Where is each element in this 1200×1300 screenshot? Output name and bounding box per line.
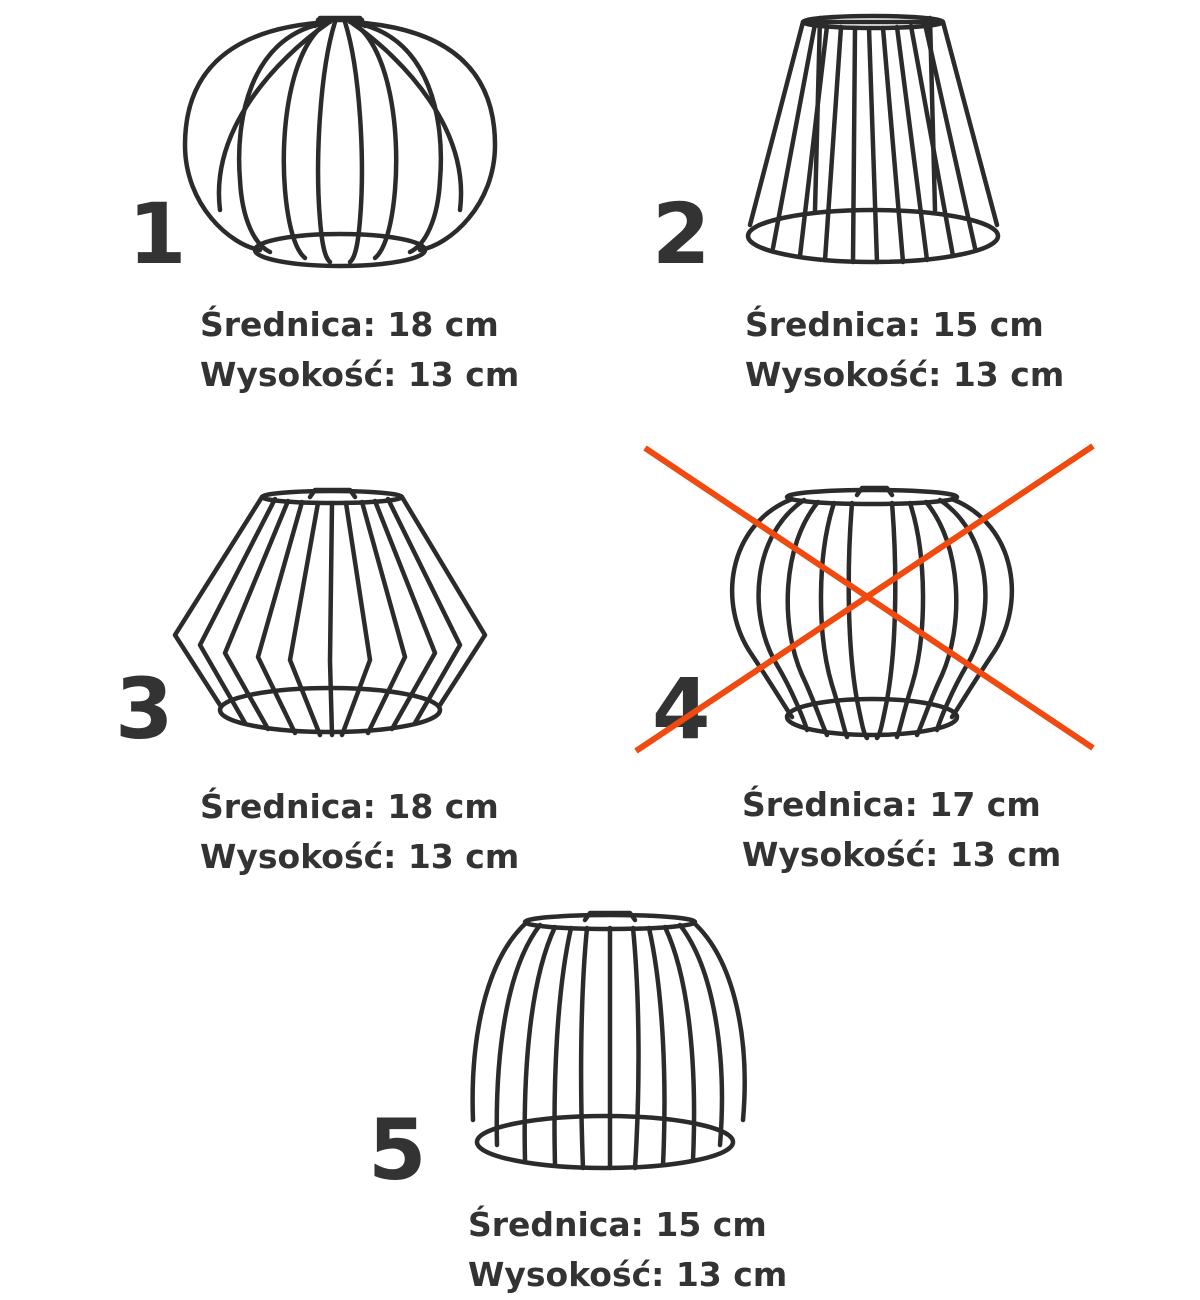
cross-out-mark [634,443,1095,754]
diameter-label: Średnica: 17 cm [742,785,1041,824]
product-number: 2 [652,185,711,283]
diameter-label: Średnica: 15 cm [745,305,1044,344]
height-label: Wysokość: 13 cm [200,355,520,394]
product-specs: Średnica: 18 cm Wysokość: 13 cm [200,300,519,400]
dome-cage-image [470,910,747,1171]
diamond-cage-image [172,487,488,738]
product-specs: Średnica: 17 cm Wysokość: 13 cm [742,780,1061,880]
height-label: Wysokość: 13 cm [742,835,1062,874]
height-label: Wysokość: 13 cm [468,1255,788,1294]
diameter-label: Średnica: 15 cm [468,1205,767,1244]
diameter-label: Średnica: 18 cm [200,787,499,826]
product-specs: Średnica: 18 cm Wysokość: 13 cm [200,782,519,882]
cone-cage-image [745,13,1001,265]
globe-cage-image [182,15,498,269]
product-number: 3 [115,660,174,758]
height-label: Wysokość: 13 cm [200,837,520,876]
cross-line [634,443,1095,754]
product-number: 5 [368,1101,427,1199]
bulb-cage-image [729,485,1015,741]
product-specs: Średnica: 15 cm Wysokość: 13 cm [745,300,1064,400]
product-specs: Średnica: 15 cm Wysokość: 13 cm [468,1200,787,1300]
product-number: 1 [128,185,187,283]
diameter-label: Średnica: 18 cm [200,305,499,344]
height-label: Wysokość: 13 cm [745,355,1065,394]
